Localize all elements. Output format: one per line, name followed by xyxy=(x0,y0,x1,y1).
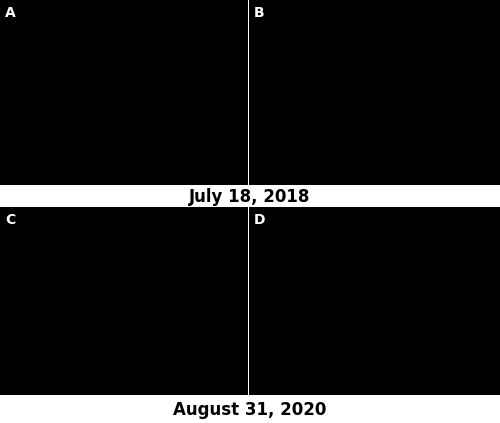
Text: C: C xyxy=(5,213,15,227)
Text: August 31, 2020: August 31, 2020 xyxy=(174,401,326,419)
Text: July 18, 2018: July 18, 2018 xyxy=(190,187,310,206)
Text: A: A xyxy=(5,5,15,19)
Text: B: B xyxy=(254,5,264,19)
Text: D: D xyxy=(254,213,266,227)
